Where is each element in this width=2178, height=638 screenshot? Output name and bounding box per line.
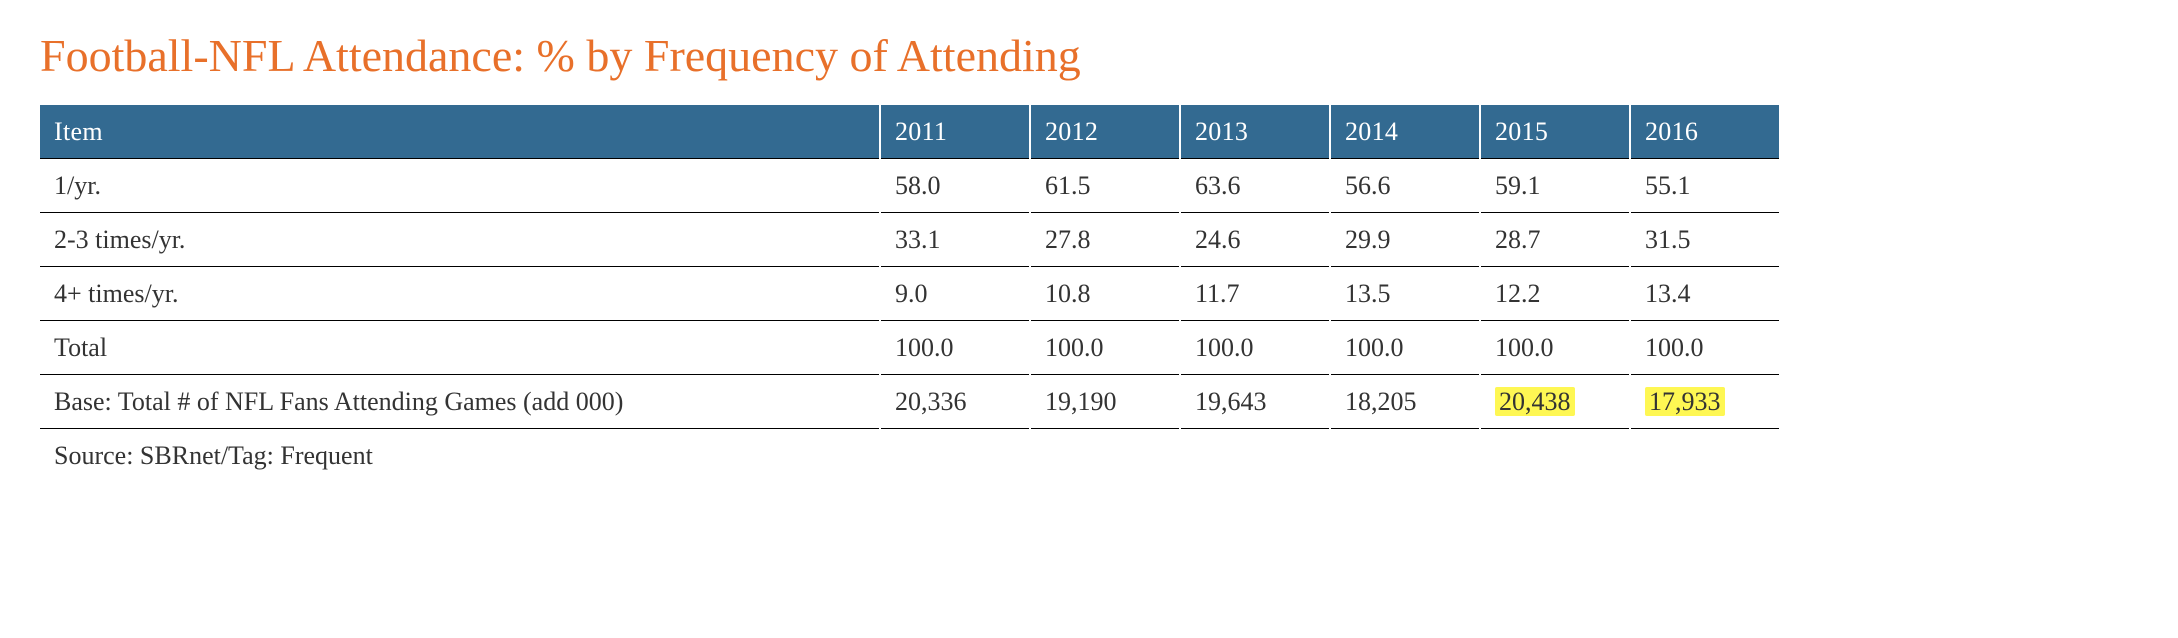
- empty-cell: [1330, 429, 1480, 483]
- cell-value: 24.6: [1180, 213, 1330, 267]
- cell-value: 27.8: [1030, 213, 1180, 267]
- table-row: 4+ times/yr.9.010.811.713.512.213.4: [40, 267, 1780, 321]
- row-label: Total: [40, 321, 880, 375]
- empty-cell: [1030, 429, 1180, 483]
- cell-value: 18,205: [1330, 375, 1480, 429]
- page-title: Football-NFL Attendance: % by Frequency …: [40, 30, 2138, 83]
- col-header-year: 2012: [1030, 105, 1180, 159]
- empty-cell: [880, 429, 1030, 483]
- table-body: 1/yr.58.061.563.656.659.155.12-3 times/y…: [40, 159, 1780, 483]
- col-header-item: Item: [40, 105, 880, 159]
- cell-value: 17,933: [1630, 375, 1780, 429]
- cell-value: 28.7: [1480, 213, 1630, 267]
- cell-value: 56.6: [1330, 159, 1480, 213]
- table-row: 2-3 times/yr.33.127.824.629.928.731.5: [40, 213, 1780, 267]
- cell-value: 13.4: [1630, 267, 1780, 321]
- cell-value: 100.0: [1030, 321, 1180, 375]
- row-label: Base: Total # of NFL Fans Attending Game…: [40, 375, 880, 429]
- cell-value: 20,336: [880, 375, 1030, 429]
- cell-value: 10.8: [1030, 267, 1180, 321]
- cell-value: 100.0: [1180, 321, 1330, 375]
- cell-value: 33.1: [880, 213, 1030, 267]
- row-label: 1/yr.: [40, 159, 880, 213]
- cell-value: 58.0: [880, 159, 1030, 213]
- empty-cell: [1480, 429, 1630, 483]
- col-header-year: 2016: [1630, 105, 1780, 159]
- col-header-year: 2014: [1330, 105, 1480, 159]
- col-header-year: 2011: [880, 105, 1030, 159]
- cell-value: 12.2: [1480, 267, 1630, 321]
- table-row: Base: Total # of NFL Fans Attending Game…: [40, 375, 1780, 429]
- source-row: Source: SBRnet/Tag: Frequent: [40, 429, 1780, 483]
- cell-value: 9.0: [880, 267, 1030, 321]
- cell-value: 100.0: [1630, 321, 1780, 375]
- col-header-year: 2015: [1480, 105, 1630, 159]
- highlighted-value: 17,933: [1645, 387, 1725, 416]
- cell-value: 59.1: [1480, 159, 1630, 213]
- empty-cell: [1180, 429, 1330, 483]
- table-header-row: Item201120122013201420152016: [40, 105, 1780, 159]
- cell-value: 11.7: [1180, 267, 1330, 321]
- attendance-table-wrap: Item201120122013201420152016 1/yr.58.061…: [40, 105, 2138, 483]
- row-label: 4+ times/yr.: [40, 267, 880, 321]
- cell-value: 19,643: [1180, 375, 1330, 429]
- attendance-table: Item201120122013201420152016 1/yr.58.061…: [40, 105, 1781, 483]
- cell-value: 61.5: [1030, 159, 1180, 213]
- empty-cell: [1630, 429, 1780, 483]
- source-label: Source: SBRnet/Tag: Frequent: [40, 429, 880, 483]
- cell-value: 100.0: [1330, 321, 1480, 375]
- col-header-year: 2013: [1180, 105, 1330, 159]
- cell-value: 20,438: [1480, 375, 1630, 429]
- table-row: Total100.0100.0100.0100.0100.0100.0: [40, 321, 1780, 375]
- highlighted-value: 20,438: [1495, 387, 1575, 416]
- cell-value: 31.5: [1630, 213, 1780, 267]
- cell-value: 19,190: [1030, 375, 1180, 429]
- cell-value: 100.0: [880, 321, 1030, 375]
- cell-value: 13.5: [1330, 267, 1480, 321]
- table-header: Item201120122013201420152016: [40, 105, 1780, 159]
- table-row: 1/yr.58.061.563.656.659.155.1: [40, 159, 1780, 213]
- cell-value: 63.6: [1180, 159, 1330, 213]
- row-label: 2-3 times/yr.: [40, 213, 880, 267]
- cell-value: 100.0: [1480, 321, 1630, 375]
- cell-value: 55.1: [1630, 159, 1780, 213]
- cell-value: 29.9: [1330, 213, 1480, 267]
